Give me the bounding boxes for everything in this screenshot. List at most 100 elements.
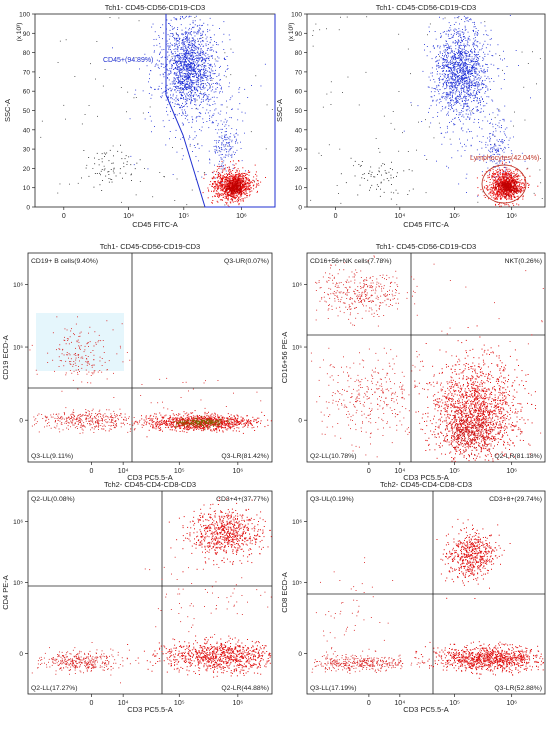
y-axis-label: SSC-A	[3, 99, 12, 122]
x-tick-label: 10⁵	[449, 213, 460, 220]
x-tick-label: 10⁴	[394, 700, 405, 707]
x-tick-label: 0	[334, 213, 338, 220]
quadrant-label-ll: Q3-LL(17.19%)	[310, 685, 356, 692]
y-tick-label: 20	[23, 166, 31, 173]
y-tick-label: 30	[23, 147, 31, 154]
panel-title: Tch1- CD45-CD56-CD19-CD3	[376, 3, 476, 12]
y-tick-label: 10⁶	[13, 282, 23, 289]
x-tick-label: 10⁴	[118, 468, 129, 475]
x-tick-label: 0	[367, 700, 371, 707]
y-tick-label: 10⁶	[13, 519, 23, 526]
y-tick-label: 90	[23, 31, 31, 38]
plot-frame	[307, 14, 545, 207]
y-tick-label: 60	[295, 89, 303, 96]
y-axis-label: CD8 ECD-A	[280, 572, 289, 612]
y-tick-label: 0	[26, 205, 30, 212]
x-tick-label: 10⁵	[449, 700, 460, 707]
quadrant-label-ul: Q2-UL(0.08%)	[31, 496, 75, 503]
x-tick-label: 10⁶	[506, 213, 517, 220]
y-tick-label: 70	[23, 69, 31, 76]
y-tick-label: 0	[298, 205, 302, 212]
y-tick-label: 10⁵	[13, 345, 23, 352]
y-tick-label: 80	[295, 50, 303, 57]
quadrant-label-ll: Q2-LL(10.78%)	[310, 453, 356, 460]
x-tick-label: 10⁴	[118, 700, 129, 707]
panel-title: Tch1- CD45-CD56-CD19-CD3	[100, 242, 200, 251]
quadrant-label-ul: CD19+ B cells(9.40%)	[31, 258, 98, 265]
plot-frame	[307, 253, 545, 462]
x-axis-label: CD45 FITC-A	[132, 220, 177, 229]
panel-title: Tch1- CD45-CD56-CD19-CD3	[376, 242, 476, 251]
quadrant-label-ur: NKT(0.26%)	[505, 258, 542, 265]
quadrant-label-ur: CD3+8+(29.74%)	[489, 496, 542, 503]
y-tick-label: 100	[291, 12, 302, 19]
x-tick-label: 10⁶	[506, 468, 517, 475]
quadrant-label-ul: CD16+56+NK cells(7.78%)	[310, 258, 392, 265]
y-axis-label: CD19 ECD-A	[1, 335, 10, 380]
x-tick-label: 0	[62, 213, 66, 220]
y-tick-label: 10⁵	[13, 580, 23, 587]
x-tick-label: 10⁴	[123, 213, 134, 220]
quadrant-label-ur: Q3-UR(0.07%)	[224, 258, 269, 265]
y-tick-label: 80	[23, 50, 31, 57]
plot-frame	[35, 14, 275, 207]
y-tick-label: 50	[295, 108, 303, 115]
scatter-points	[311, 256, 544, 462]
y-tick-label: 30	[295, 147, 303, 154]
y-tick-label: 10	[23, 185, 31, 192]
y-tick-label: 0	[298, 651, 302, 658]
y-tick-label: 10	[295, 185, 303, 192]
x-tick-label: 10⁶	[506, 700, 517, 707]
x-tick-label: 10⁶	[236, 213, 247, 220]
y-tick-label: 60	[23, 89, 31, 96]
quadrant-label-ul: Q3-UL(0.19%)	[310, 496, 354, 503]
scatter-points	[310, 15, 543, 207]
y-tick-label: 70	[295, 69, 303, 76]
quadrant-label-lr: Q2-LR(81.18%)	[494, 453, 542, 460]
scatter-points	[39, 16, 273, 207]
y-axis-label: CD16+56 PE-A	[280, 332, 289, 384]
quadrant-label-ll: Q3-LL(9.11%)	[31, 453, 73, 460]
x-tick-label: 10⁶	[233, 468, 244, 475]
y-tick-label: 10⁵	[292, 345, 302, 352]
y-tick-label: 10⁵	[292, 580, 302, 587]
quadrant-label-lr: Q3-LR(52.88%)	[494, 685, 542, 692]
panel-title: Tch2- CD45-CD4-CD8-CD3	[104, 480, 196, 489]
y-tick-label: 0	[19, 651, 23, 658]
y-axis-label: SSC-A	[275, 99, 284, 122]
x-axis-label: CD45 FITC-A	[403, 220, 448, 229]
x-tick-label: 10⁵	[449, 468, 460, 475]
y-tick-label: 40	[295, 127, 303, 134]
panel-title: Tch1- CD45-CD56-CD19-CD3	[105, 3, 205, 12]
x-tick-label: 10⁶	[233, 700, 244, 707]
gate-label: CD45+(94.89%)	[103, 57, 153, 64]
y-tick-label: 0	[19, 418, 23, 425]
x-tick-label: 10⁴	[394, 468, 405, 475]
x-tick-label: 10⁵	[174, 468, 185, 475]
quadrant-label-ll: Q2-LL(17.27%)	[31, 685, 77, 692]
quadrant-label-ur: CD3+4+(37.77%)	[216, 496, 269, 503]
gate-label: Lymphocytes(42.04%)	[470, 155, 539, 162]
x-tick-label: 10⁵	[174, 700, 185, 707]
y-axis-label: CD4 PE-A	[1, 575, 10, 610]
quadrant-label-lr: Q2-LR(44.88%)	[221, 685, 269, 692]
y-tick-label: 20	[295, 166, 303, 173]
x-axis-label: CD3 PC5.5-A	[127, 705, 172, 714]
x-tick-label: 10⁴	[394, 213, 405, 220]
panel-title: Tch2- CD45-CD4-CD8-CD3	[380, 480, 472, 489]
scatter-points	[32, 498, 272, 684]
scatter-points	[312, 519, 544, 679]
x-tick-label: 0	[89, 468, 93, 475]
y-tick-label: 10⁶	[292, 519, 302, 526]
y-tick-label: 0	[298, 418, 302, 425]
x-tick-label: 10⁵	[178, 213, 189, 220]
x-tick-label: 0	[367, 468, 371, 475]
y-tick-label: 50	[23, 108, 31, 115]
y-tick-label: 100	[19, 12, 30, 19]
x-axis-label: CD3 PC5.5-A	[403, 705, 448, 714]
y-tick-label: 10⁶	[292, 282, 302, 289]
background-patch	[36, 313, 124, 371]
x-tick-label: 0	[89, 700, 93, 707]
